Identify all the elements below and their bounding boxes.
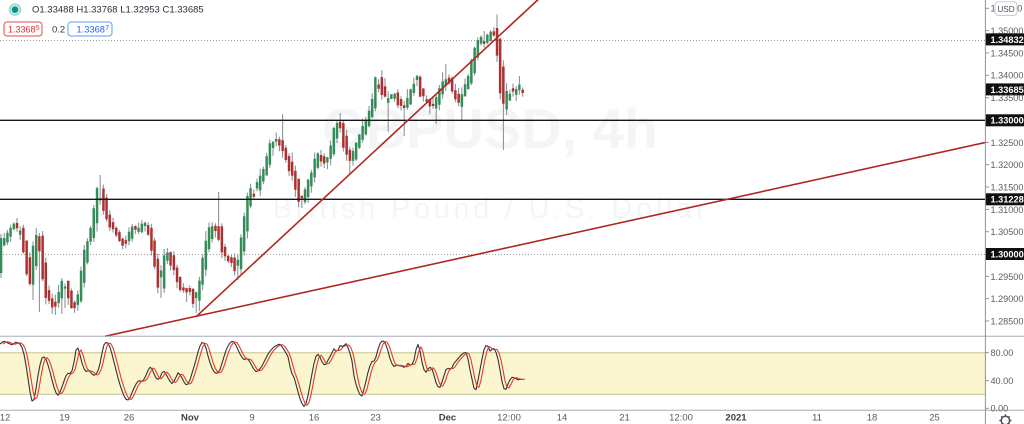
svg-text:1.28500: 1.28500 — [991, 316, 1024, 326]
svg-text:12:00: 12:00 — [497, 413, 521, 424]
svg-text:1.32000: 1.32000 — [991, 160, 1024, 170]
svg-text:1.33500: 1.33500 — [991, 93, 1024, 103]
svg-text:18: 18 — [867, 413, 878, 424]
svg-text:O1.33488 H1.33768 L1.32953: O1.33488 H1.33768 L1.32953 C1.33685 — [32, 4, 204, 15]
svg-text:0.2: 0.2 — [52, 24, 65, 35]
svg-text:0.00: 0.00 — [991, 404, 1009, 414]
svg-text:USD: USD — [997, 5, 1014, 14]
svg-text:1.30500: 1.30500 — [991, 227, 1024, 237]
svg-text:14: 14 — [557, 413, 568, 424]
svg-text:1: 1 — [991, 4, 996, 14]
svg-text:80.00: 80.00 — [991, 348, 1014, 358]
svg-text:11: 11 — [812, 413, 822, 424]
svg-text:1.34832: 1.34832 — [991, 35, 1024, 45]
svg-text:1.29000: 1.29000 — [991, 294, 1024, 304]
svg-text:1.32500: 1.32500 — [991, 138, 1024, 148]
svg-text:12: 12 — [0, 413, 10, 424]
svg-text:1.33685: 1.33685 — [991, 85, 1024, 95]
svg-text:British Pound / U.S. Dollar: British Pound / U.S. Dollar — [273, 193, 710, 225]
svg-text:1.3368: 1.3368 — [77, 24, 105, 34]
svg-text:1.29500: 1.29500 — [991, 272, 1024, 282]
svg-text:1.34000: 1.34000 — [991, 71, 1024, 81]
svg-text:40.00: 40.00 — [991, 376, 1014, 386]
svg-text:GBPUSD, 4h: GBPUSD, 4h — [322, 97, 658, 160]
svg-text:16: 16 — [309, 413, 320, 424]
svg-text:9: 9 — [249, 413, 254, 424]
svg-text:1.31228: 1.31228 — [991, 195, 1024, 205]
svg-text:2021: 2021 — [725, 413, 747, 424]
svg-text:0: 0 — [1017, 4, 1022, 14]
svg-text:Dec: Dec — [439, 413, 456, 424]
svg-text:5: 5 — [36, 25, 40, 32]
svg-text:1.31500: 1.31500 — [991, 182, 1024, 192]
svg-text:1.3368: 1.3368 — [8, 24, 36, 34]
svg-text:25: 25 — [929, 413, 940, 424]
svg-text:Nov: Nov — [181, 413, 200, 424]
svg-text:1.35000: 1.35000 — [991, 26, 1024, 36]
svg-text:1.31000: 1.31000 — [991, 205, 1024, 215]
svg-text:26: 26 — [124, 413, 135, 424]
svg-text:7: 7 — [105, 25, 109, 32]
svg-text:1.33000: 1.33000 — [991, 116, 1024, 126]
svg-text:23: 23 — [370, 413, 381, 424]
svg-text:1.34500: 1.34500 — [991, 48, 1024, 58]
svg-text:1.30000: 1.30000 — [991, 249, 1024, 259]
svg-text:21: 21 — [619, 413, 630, 424]
svg-text:12:00: 12:00 — [669, 413, 693, 424]
svg-text:19: 19 — [59, 413, 70, 424]
